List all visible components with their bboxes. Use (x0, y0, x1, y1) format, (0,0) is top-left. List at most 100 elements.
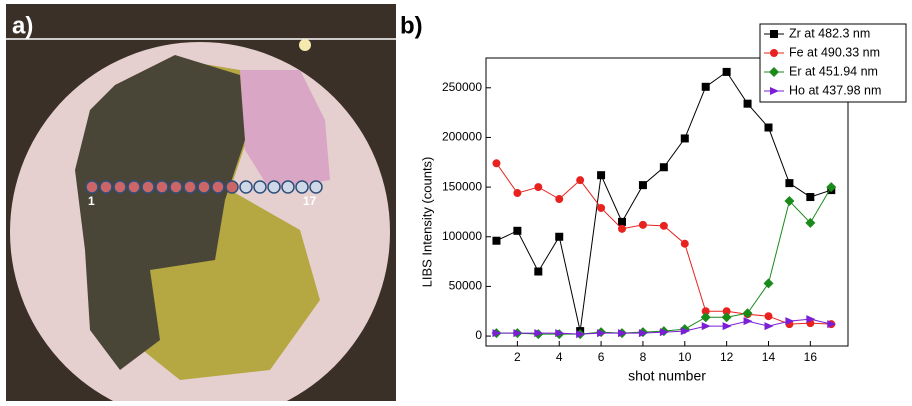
marker (827, 320, 837, 329)
marker (492, 159, 501, 168)
marker (701, 322, 711, 331)
shot-spot (113, 180, 127, 194)
series-line (496, 162, 832, 325)
marker (680, 239, 689, 248)
marker (597, 329, 607, 338)
shot-spot (155, 180, 169, 194)
marker (722, 307, 731, 316)
marker (659, 163, 668, 172)
marker (638, 329, 648, 338)
y-tick-label: 50000 (449, 279, 483, 293)
shot-spot (99, 180, 113, 194)
marker (576, 330, 586, 339)
y-tick-label: 250000 (442, 80, 482, 94)
marker (770, 49, 778, 57)
marker (597, 203, 606, 212)
legend-label: Er at 451.94 nm (789, 64, 878, 78)
marker (701, 82, 710, 91)
marker (680, 134, 689, 143)
marker (770, 30, 778, 38)
marker (701, 307, 710, 316)
marker (618, 224, 627, 233)
x-tick-label: 14 (762, 350, 776, 364)
x-tick-label: 6 (598, 350, 605, 364)
chart: 0 50000 100000 150000 200000 250000 2 4 6 8 10 12 14… (419, 23, 907, 384)
legend-label: Ho at 437.98 nm (789, 83, 881, 97)
series-line (496, 186, 832, 335)
panel-label: b) (400, 12, 423, 39)
marker (618, 329, 628, 338)
marker (806, 315, 816, 324)
legend-box (759, 23, 907, 103)
marker (680, 327, 690, 336)
shot-label: 17 (303, 194, 317, 208)
x-tick-label: 8 (640, 350, 647, 364)
marker (784, 196, 795, 207)
shot-spot (211, 180, 225, 194)
marker (764, 322, 774, 331)
x-tick-label: 4 (556, 350, 563, 364)
marker (805, 217, 816, 228)
x-tick-label: 2 (514, 350, 521, 364)
dark-region (75, 55, 245, 370)
marker (722, 67, 731, 76)
plot-frame (485, 57, 849, 347)
y-tick-label: 100000 (442, 229, 482, 243)
shot-spot (85, 180, 99, 194)
marker (764, 312, 773, 321)
marker (555, 232, 564, 241)
marker (770, 87, 779, 95)
photo: 1 17 a) (6, 4, 396, 406)
marker (618, 217, 627, 226)
marker (742, 308, 753, 319)
glare (299, 39, 311, 51)
marker (659, 221, 668, 230)
x-tick-label: 16 (804, 350, 818, 364)
series-line (496, 71, 832, 332)
y-tick-label: 150000 (442, 179, 482, 193)
marker (659, 328, 669, 337)
marker (534, 267, 543, 276)
legend-label: Fe at 490.33 nm (789, 45, 880, 59)
marker (785, 317, 795, 326)
marker (576, 176, 585, 185)
shot-spot (281, 180, 295, 194)
shot-spot (267, 180, 281, 194)
panel-label: a) (12, 12, 33, 39)
marker (743, 317, 753, 326)
marker (769, 67, 779, 77)
shot-label: 1 (88, 194, 95, 208)
x-tick-label: 10 (678, 350, 692, 364)
shot-spot (183, 180, 197, 194)
marker (700, 312, 711, 323)
shot-row (85, 180, 323, 194)
y-tick-label: 200000 (442, 130, 482, 144)
y-tick-label: 0 (475, 328, 482, 342)
pink-region (240, 70, 330, 190)
marker (806, 193, 815, 202)
shot-spot (197, 180, 211, 194)
marker (763, 278, 774, 289)
shot-spot (225, 180, 239, 194)
marker (722, 322, 732, 331)
marker (826, 182, 837, 193)
marker (743, 99, 752, 108)
shot-spot (127, 180, 141, 194)
marker (764, 123, 773, 132)
marker (555, 195, 564, 204)
marker (721, 312, 732, 323)
y-axis-label: LIBS Intensity (counts) (419, 157, 434, 288)
shot-spot (253, 180, 267, 194)
marker (513, 189, 522, 198)
marker (513, 226, 522, 235)
marker (513, 329, 523, 338)
shot-spot (239, 180, 253, 194)
marker (492, 329, 502, 338)
shot-spot (295, 180, 309, 194)
shot-spot (169, 180, 183, 194)
x-tick-label: 12 (720, 350, 734, 364)
marker (785, 179, 794, 188)
marker (638, 220, 647, 229)
marker (534, 183, 543, 192)
